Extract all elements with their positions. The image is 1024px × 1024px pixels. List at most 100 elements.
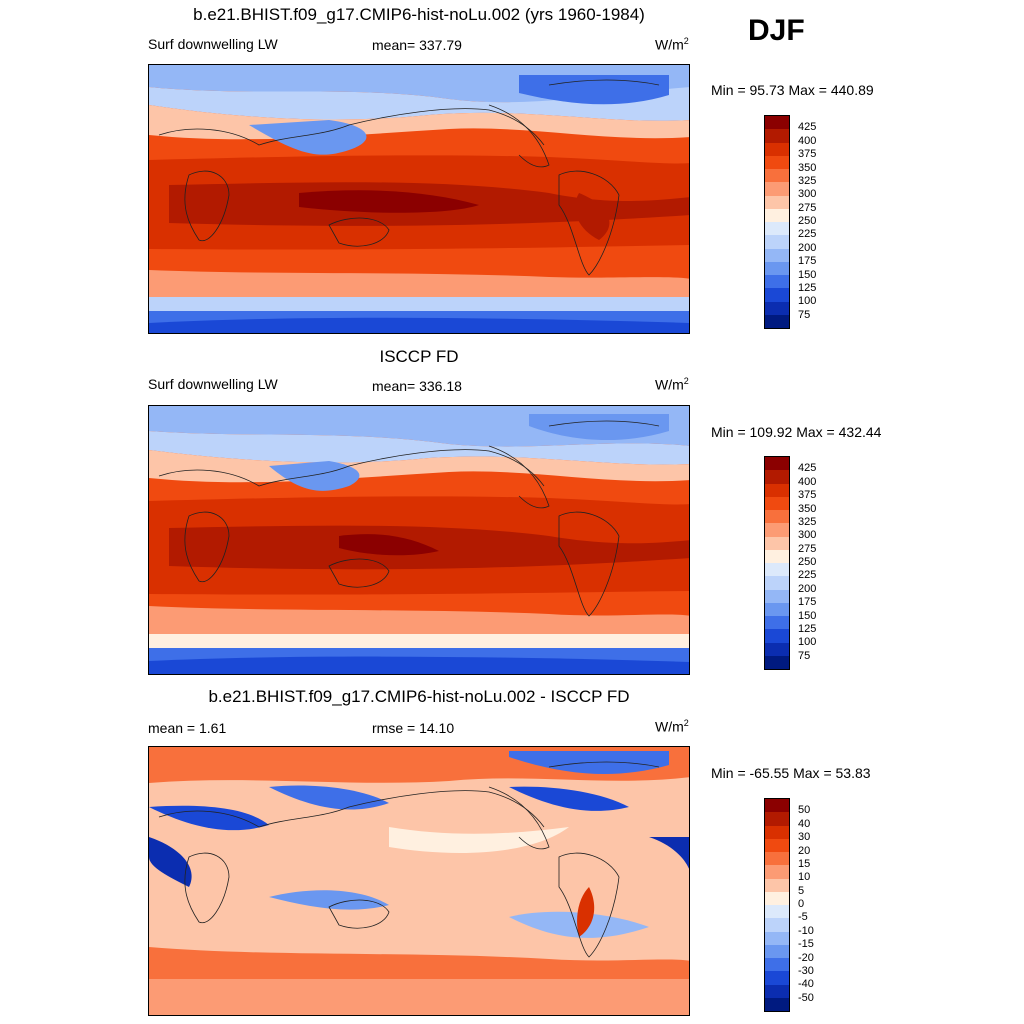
- colorbar-tick-label: 200: [798, 582, 817, 595]
- colorbar-swatch: [765, 275, 789, 289]
- colorbar-tick-label: 275: [798, 201, 817, 214]
- obs-lw-map: [149, 406, 689, 674]
- colorbar-swatch: [765, 510, 789, 524]
- colorbar-swatch: [765, 142, 789, 156]
- colorbar-swatch: [765, 997, 789, 1011]
- colorbar-tick-label: -15: [798, 938, 814, 951]
- colorbar-tick-label: -30: [798, 964, 814, 977]
- colorbar-tick-label: 375: [798, 148, 817, 161]
- colorbar-tick-label: 100: [798, 295, 817, 308]
- colorbar-tick-label: 10: [798, 871, 811, 884]
- colorbar-tick-label: 400: [798, 134, 817, 147]
- colorbar-swatch: [765, 576, 789, 590]
- colorbar-tick-label: 100: [798, 636, 817, 649]
- colorbar-swatch: [765, 891, 789, 905]
- colorbar-tick-label: 175: [798, 596, 817, 609]
- colorbar-swatch: [765, 235, 789, 249]
- colorbar-tick-label: -40: [798, 978, 814, 991]
- panel-2-mean-label: mean= 336.18: [372, 378, 462, 394]
- colorbar-tick-label: 325: [798, 515, 817, 528]
- colorbar-swatch: [765, 616, 789, 630]
- colorbar-swatch: [765, 169, 789, 183]
- colorbar-swatch: [765, 182, 789, 196]
- colorbar-tick-label: 40: [798, 817, 811, 830]
- colorbar-swatch: [765, 958, 789, 972]
- colorbar-swatch: [765, 944, 789, 958]
- colorbar-swatch: [765, 905, 789, 919]
- colorbar-swatch: [765, 799, 789, 813]
- colorbar-tick-label: -5: [798, 911, 808, 924]
- colorbar-swatch: [765, 248, 789, 262]
- colorbar-tick-label: 350: [798, 502, 817, 515]
- colorbar-tick-label: 0: [798, 898, 805, 910]
- difference-map: [149, 747, 689, 1015]
- colorbar-swatch: [765, 288, 789, 302]
- panel-2-colorbar: [764, 456, 790, 670]
- colorbar-swatch: [765, 301, 789, 315]
- colorbar-swatch: [765, 984, 789, 998]
- colorbar-tick-label: 75: [798, 649, 811, 662]
- colorbar-tick-label: 400: [798, 475, 817, 488]
- colorbar-swatch: [765, 812, 789, 826]
- colorbar-tick-label: 15: [798, 857, 811, 870]
- colorbar-swatch: [765, 195, 789, 209]
- panel-2-minmax: Min = 109.92 Max = 432.44: [711, 424, 882, 440]
- panel-1-minmax: Min = 95.73 Max = 440.89: [711, 82, 874, 98]
- panel-2-map: [148, 405, 690, 675]
- colorbar-swatch: [765, 470, 789, 484]
- colorbar-swatch: [765, 208, 789, 222]
- panel-3-rmse-label: rmse = 14.10: [372, 720, 455, 736]
- colorbar-tick-label: 50: [798, 804, 811, 817]
- colorbar-tick-label: 250: [798, 556, 817, 568]
- colorbar-tick-label: 175: [798, 255, 817, 268]
- colorbar-tick-label: 425: [798, 462, 817, 475]
- colorbar-swatch: [765, 483, 789, 497]
- panel-1-colorbar: [764, 115, 790, 329]
- panel-3-minmax: Min = -65.55 Max = 53.83: [711, 765, 871, 781]
- panel-2-variable-label: Surf downwelling LW: [148, 376, 278, 392]
- colorbar-tick-label: 275: [798, 542, 817, 555]
- colorbar-tick-label: 150: [798, 268, 817, 281]
- season-label: DJF: [748, 14, 805, 47]
- colorbar-swatch: [765, 838, 789, 852]
- panel-1-map: [148, 64, 690, 334]
- colorbar-tick-label: 225: [798, 228, 817, 241]
- colorbar-swatch: [765, 496, 789, 510]
- colorbar-swatch: [765, 589, 789, 603]
- colorbar-swatch: [765, 971, 789, 985]
- model-lw-map: [149, 65, 689, 333]
- panel-1-variable-label: Surf downwelling LW: [148, 36, 278, 52]
- panel-3-map: [148, 746, 690, 1016]
- colorbar-swatch: [765, 602, 789, 616]
- panel-3-unit: W/m2: [655, 718, 689, 735]
- panel-2-unit: W/m2: [655, 376, 689, 393]
- colorbar-tick-label: 350: [798, 161, 817, 174]
- panel-1-colorbar-labels: 425 400 375 350 325 300 275 250 225 200 175 150 125 1…: [798, 115, 838, 329]
- colorbar-tick-label: -10: [798, 924, 814, 937]
- colorbar-swatch: [765, 931, 789, 945]
- colorbar-tick-label: -20: [798, 951, 814, 964]
- colorbar-swatch: [765, 155, 789, 169]
- colorbar-swatch: [765, 222, 789, 236]
- colorbar-tick-label: 300: [798, 188, 817, 201]
- colorbar-swatch: [765, 116, 789, 130]
- colorbar-tick-label: 225: [798, 569, 817, 582]
- panel-2-title: ISCCP FD: [379, 347, 459, 366]
- colorbar-swatch: [765, 129, 789, 143]
- panel-1-unit: W/m2: [655, 36, 689, 53]
- colorbar-swatch: [765, 629, 789, 643]
- colorbar-tick-label: 125: [798, 281, 817, 294]
- colorbar-swatch: [765, 549, 789, 563]
- colorbar-swatch: [765, 563, 789, 577]
- colorbar-tick-label: -50: [798, 991, 814, 1004]
- colorbar-swatch: [765, 825, 789, 839]
- colorbar-tick-label: 375: [798, 489, 817, 502]
- colorbar-tick-label: 5: [798, 884, 805, 897]
- colorbar-swatch: [765, 536, 789, 550]
- panel-1-title: b.e21.BHIST.f09_g17.CMIP6-hist-noLu.002 …: [193, 5, 645, 24]
- panel-3-colorbar: [764, 798, 790, 1012]
- colorbar-tick-label: 300: [798, 529, 817, 542]
- panel-3-title: b.e21.BHIST.f09_g17.CMIP6-hist-noLu.002 …: [208, 687, 630, 706]
- colorbar-tick-label: 125: [798, 622, 817, 635]
- panel-2-colorbar-labels: 425 400 375 350 325 300 275 250 225 200 175 150 125 1…: [798, 456, 838, 670]
